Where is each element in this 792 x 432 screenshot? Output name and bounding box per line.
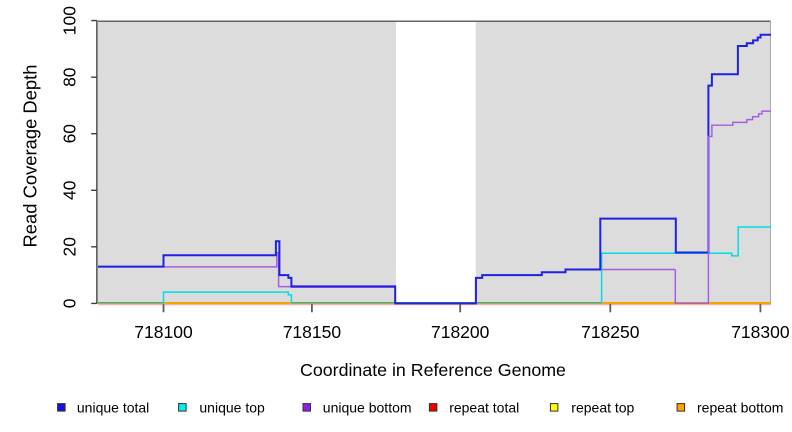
svg-text:unique total: unique total xyxy=(77,399,149,415)
svg-text:repeat total: repeat total xyxy=(449,399,519,415)
svg-text:repeat top: repeat top xyxy=(571,399,634,415)
svg-text:718250: 718250 xyxy=(581,322,640,342)
svg-text:40: 40 xyxy=(59,180,79,200)
svg-text:718150: 718150 xyxy=(283,322,342,342)
svg-text:100: 100 xyxy=(59,6,79,35)
svg-text:60: 60 xyxy=(59,124,79,144)
svg-text:unique top: unique top xyxy=(199,399,265,415)
svg-text:20: 20 xyxy=(59,237,79,257)
svg-text:0: 0 xyxy=(59,298,79,308)
svg-text:80: 80 xyxy=(59,67,79,87)
svg-text:unique bottom: unique bottom xyxy=(323,399,412,415)
svg-text:718300: 718300 xyxy=(731,322,790,342)
svg-text:718100: 718100 xyxy=(134,322,193,342)
svg-text:Coordinate in Reference Genome: Coordinate in Reference Genome xyxy=(300,360,566,380)
svg-text:repeat bottom: repeat bottom xyxy=(697,399,783,415)
svg-text:Read Coverage Depth: Read Coverage Depth xyxy=(20,65,41,248)
svg-text:718200: 718200 xyxy=(431,322,490,342)
